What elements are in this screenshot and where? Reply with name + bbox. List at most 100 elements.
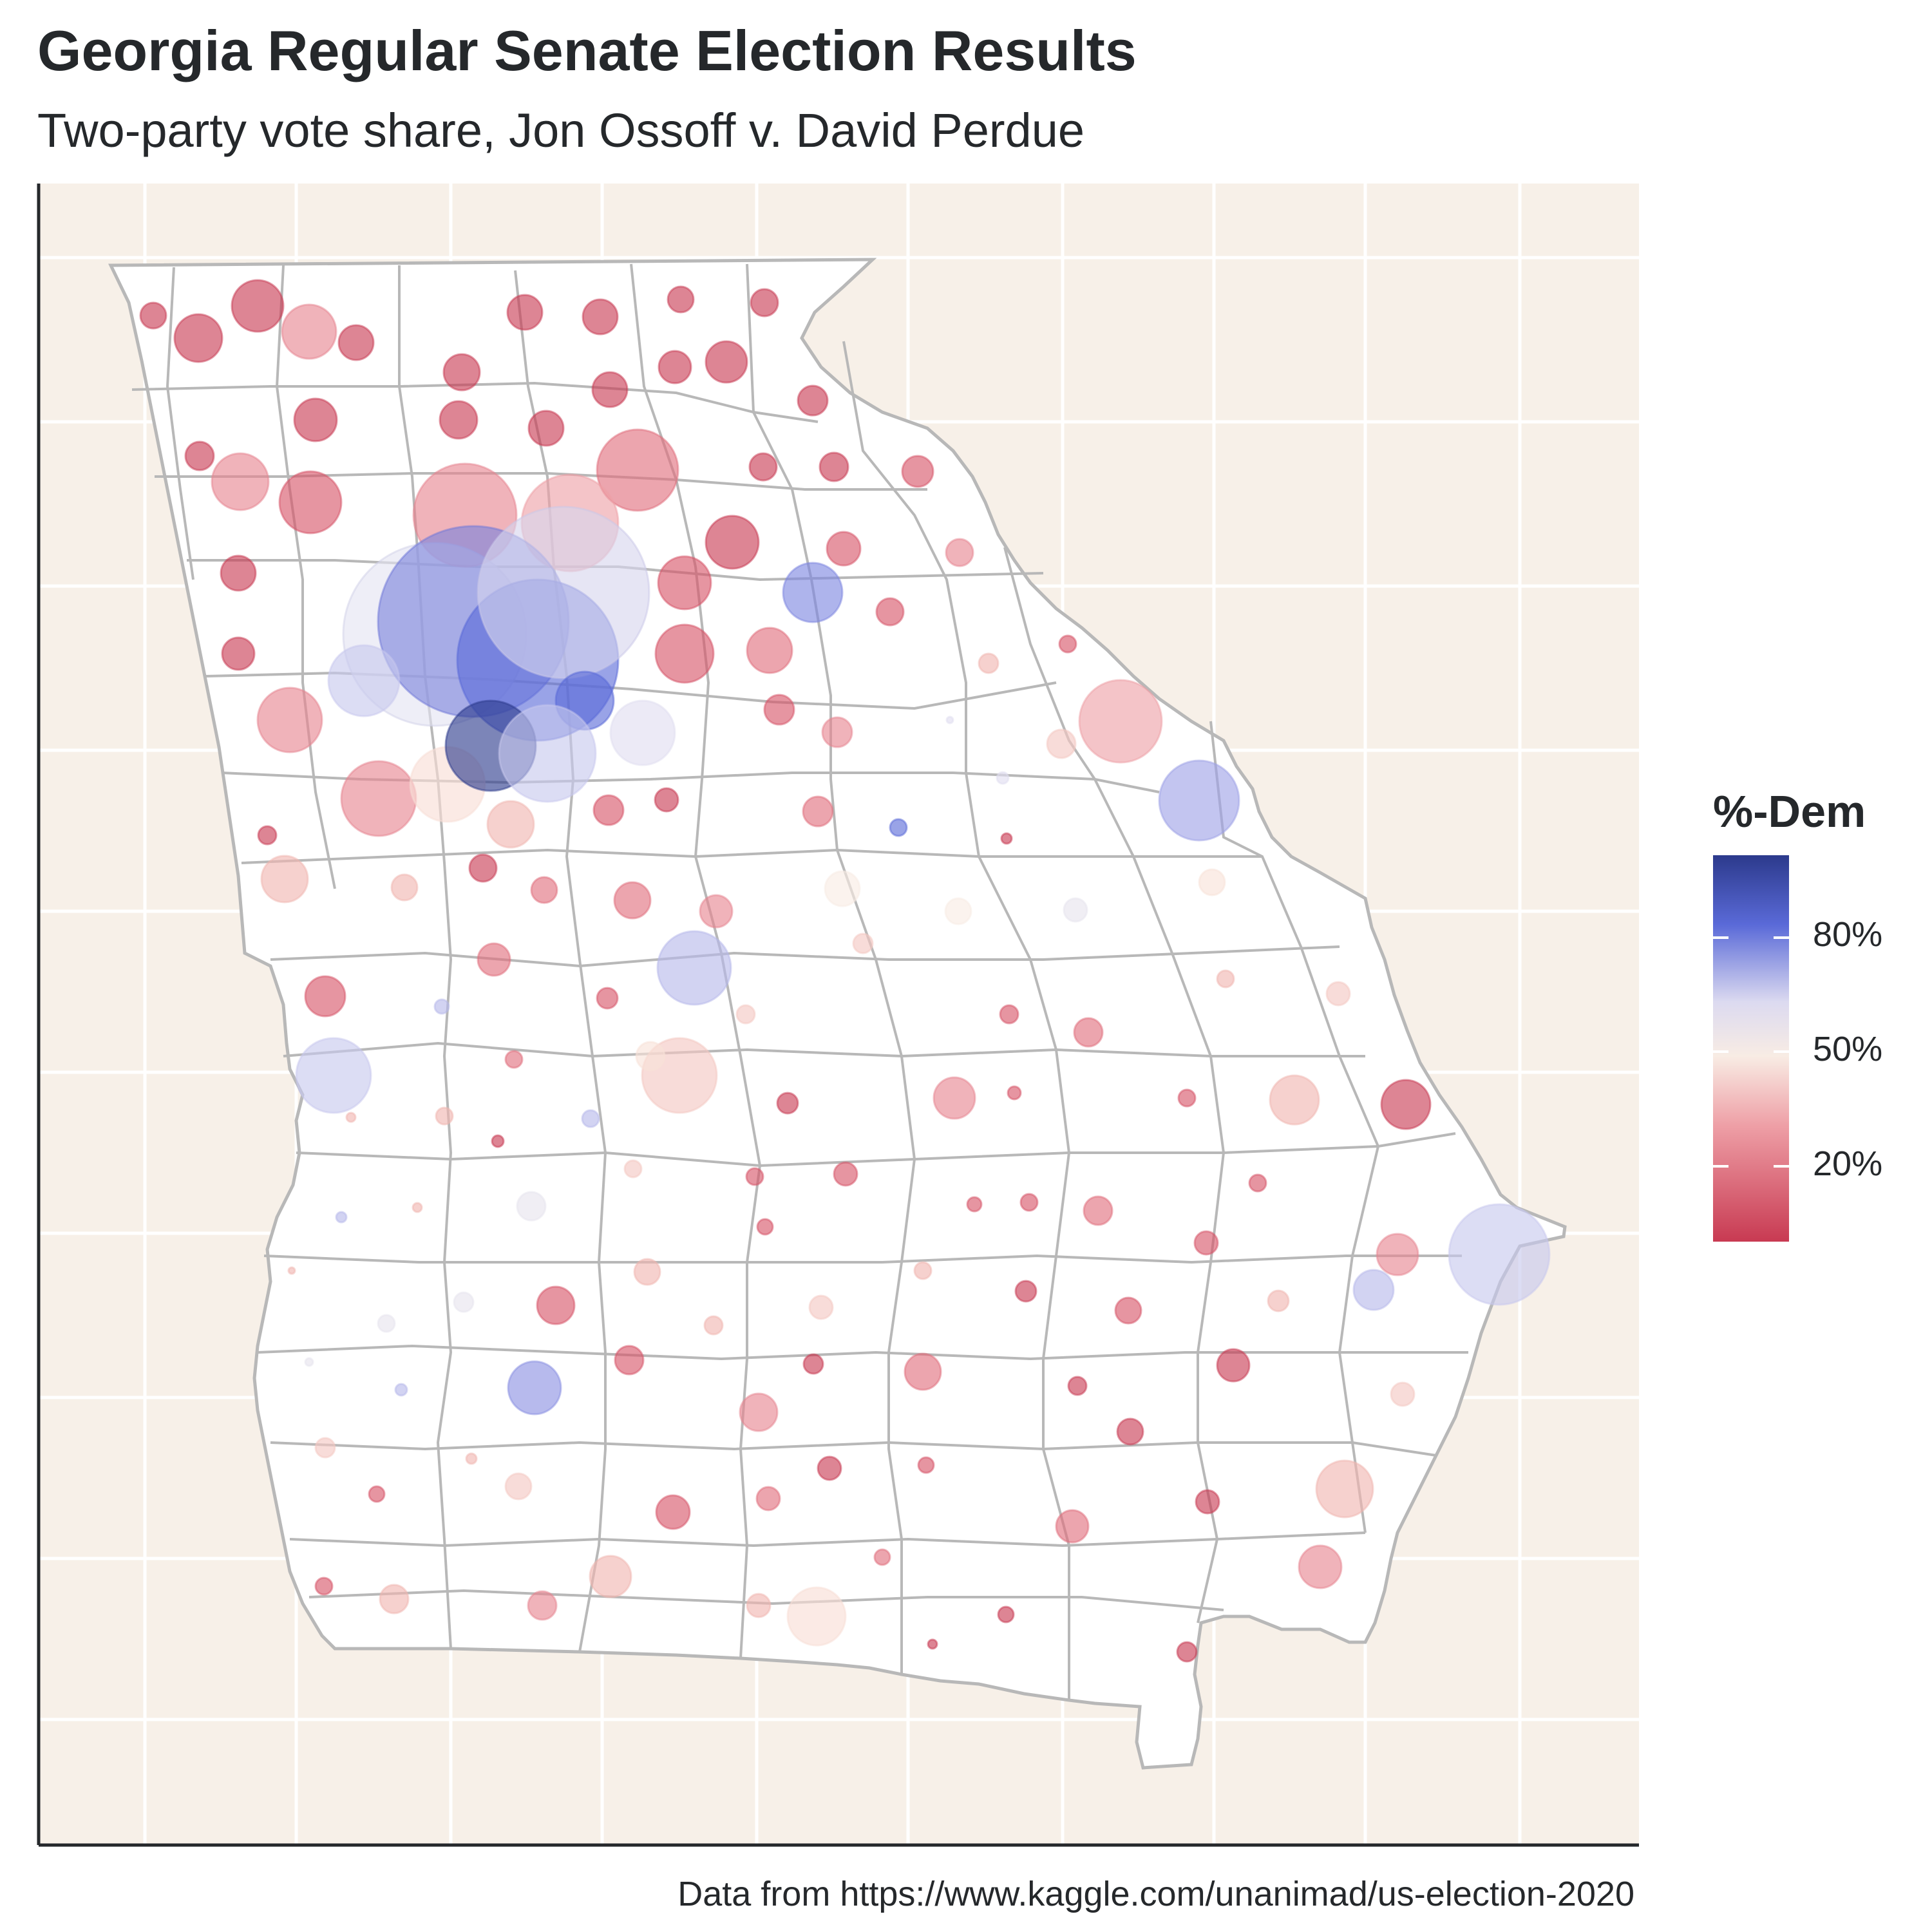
county-bubble <box>656 930 732 1006</box>
legend-colorbar <box>1713 855 1789 1242</box>
county-bubble <box>596 428 679 512</box>
county-bubble <box>852 933 874 954</box>
county-bubble <box>220 554 257 592</box>
county-bubble <box>468 853 498 883</box>
county-bubble <box>1014 1280 1037 1303</box>
axes <box>37 184 1639 1847</box>
county-bubble <box>340 760 417 837</box>
county-bubble <box>439 400 478 440</box>
county-bubble <box>756 1218 774 1236</box>
county-bubble <box>477 506 650 679</box>
county-bubble <box>530 876 558 904</box>
county-bubble <box>591 371 629 408</box>
county-bubble <box>782 562 844 623</box>
county-bubble <box>498 704 597 803</box>
county-bubble <box>390 873 419 902</box>
county-bubble <box>486 800 535 849</box>
county-bubble <box>635 1041 666 1072</box>
county-bubble <box>1198 868 1226 896</box>
county-bubble <box>173 313 223 363</box>
county-bubble <box>453 1291 475 1313</box>
county-bubbles <box>139 279 1551 1663</box>
county-bubble <box>139 301 167 330</box>
county-bubble <box>1046 728 1077 759</box>
county-bubble <box>667 285 695 314</box>
county-bubble <box>221 636 256 671</box>
county-bubble <box>491 1134 505 1148</box>
county-bubble <box>739 1392 779 1432</box>
county-bubble <box>293 397 338 442</box>
county-bubble <box>231 279 285 333</box>
county-bubble <box>582 298 619 336</box>
legend-label-50: 50% <box>1813 1030 1883 1068</box>
county-bubble <box>917 1456 935 1474</box>
legend-label-20: 20% <box>1813 1144 1883 1183</box>
county-bubble <box>901 455 934 488</box>
county-bubble <box>817 1455 842 1481</box>
county-bubble <box>504 1472 533 1501</box>
county-bubble <box>527 410 565 447</box>
county-bubble <box>506 294 544 331</box>
county-bubble <box>327 644 401 717</box>
county-bubble <box>802 795 834 828</box>
county-bubble <box>748 452 778 482</box>
county-bubble <box>699 894 734 929</box>
county-bubble <box>655 1494 691 1530</box>
county-bubble <box>1007 1085 1022 1101</box>
county-bubble <box>705 515 760 570</box>
county-bubble <box>345 1112 357 1123</box>
county-bubble <box>1216 969 1235 989</box>
county-bubble <box>786 1586 847 1647</box>
county-bubble <box>609 699 676 766</box>
county-bubble <box>1116 1417 1144 1446</box>
county-bubble <box>304 975 346 1018</box>
county-bubble <box>433 998 450 1015</box>
county-bubble <box>314 1577 334 1596</box>
county-bubble <box>314 1437 336 1459</box>
county-bubble <box>1352 1269 1395 1311</box>
county-bubble <box>1058 634 1077 654</box>
county-bubble <box>507 1360 562 1416</box>
county-bubble <box>913 1261 933 1280</box>
county-bubble <box>1067 1376 1088 1396</box>
county-bubble <box>278 470 343 535</box>
county-bubble <box>1380 1079 1432 1130</box>
legend-label-80: 80% <box>1813 915 1883 954</box>
county-bubble <box>997 1605 1015 1624</box>
county-bubble <box>1019 1193 1039 1212</box>
county-bubble <box>260 855 309 904</box>
county-bubble <box>1376 1233 1419 1276</box>
county-bubble <box>536 1285 576 1325</box>
county-bubble <box>477 942 511 977</box>
county-bubble <box>875 597 905 627</box>
county-bubble <box>412 1202 423 1213</box>
county-bubble <box>337 324 375 361</box>
county-bubble <box>516 1191 547 1222</box>
county-bubble <box>394 1383 408 1397</box>
county-bubble <box>633 1258 661 1286</box>
county-bubble <box>654 787 679 813</box>
county-bubble <box>1298 1544 1343 1589</box>
county-bubble <box>1158 759 1240 842</box>
county-bubble <box>797 384 829 417</box>
county-bubble <box>1073 1017 1104 1048</box>
county-bubble <box>1195 1489 1220 1515</box>
county-bubble <box>889 818 908 837</box>
county-bubble <box>745 1167 764 1186</box>
county-bubble <box>808 1294 834 1320</box>
county-bubble <box>1000 832 1013 845</box>
legend-ticks <box>1713 936 1789 1168</box>
county-bubble <box>1055 1509 1090 1544</box>
county-bubble <box>335 1211 348 1224</box>
county-bubble <box>295 1037 372 1114</box>
county-bubble <box>1063 897 1088 923</box>
county-bubble <box>1390 1381 1416 1407</box>
county-bubble <box>527 1590 558 1621</box>
county-bubble <box>657 555 712 611</box>
county-bubble <box>1078 679 1163 764</box>
county-bubble <box>735 1004 756 1025</box>
county-bubble <box>821 716 853 748</box>
county-bubble <box>1176 1641 1198 1663</box>
county-bubble <box>1083 1195 1113 1226</box>
